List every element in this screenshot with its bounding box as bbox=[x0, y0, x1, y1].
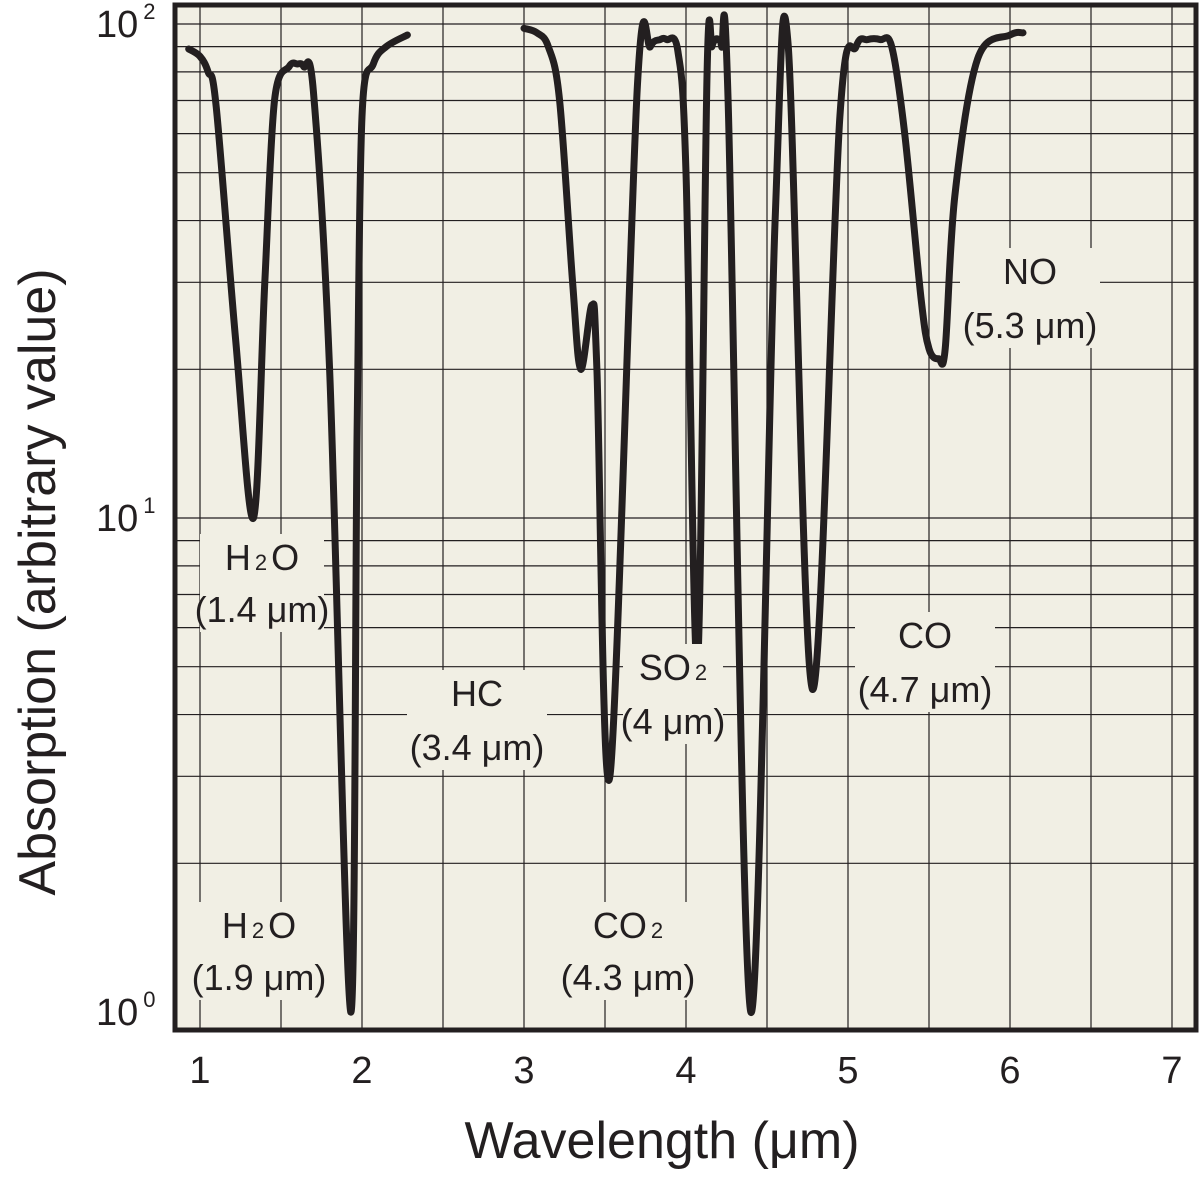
annotation-4: SO 2 (4 μm) bbox=[621, 644, 726, 744]
absorption-series-line-2 bbox=[520, 11, 1027, 1016]
annotation-background bbox=[623, 644, 723, 744]
annotation-wavelength: (3.4 μm) bbox=[410, 727, 545, 768]
annotation-label-subscript: 2 bbox=[255, 550, 267, 575]
annotation-background bbox=[200, 534, 324, 632]
absorption-series-line-1 bbox=[185, 31, 411, 1016]
annotation-background bbox=[197, 902, 321, 1000]
x-tick-label: 3 bbox=[513, 1050, 534, 1092]
annotation-label-main: CO bbox=[593, 905, 647, 946]
plot-frame bbox=[172, 2, 1199, 1033]
annotation-label-subscript: 2 bbox=[252, 918, 264, 943]
y-tick-label: 10 1 bbox=[96, 493, 156, 540]
annotation-background bbox=[558, 902, 698, 1000]
y-tick-label: 10 0 bbox=[96, 987, 156, 1034]
x-axis-ticks: 1 2 3 4 5 6 7 bbox=[189, 1050, 1182, 1092]
annotation-2: H 2 O (1.9 μm) bbox=[192, 902, 327, 1000]
annotation-label-main: CO bbox=[898, 615, 952, 656]
y-tick-base: 10 bbox=[96, 498, 138, 540]
annotation-wavelength: (4.7 μm) bbox=[858, 669, 993, 710]
x-tick-label: 5 bbox=[837, 1050, 858, 1092]
x-tick-label: 4 bbox=[675, 1050, 696, 1092]
x-tick-label: 1 bbox=[189, 1050, 210, 1092]
annotation-label-main: NO bbox=[1003, 251, 1057, 292]
x-tick-label: 7 bbox=[1161, 1050, 1182, 1092]
annotation-label-main: H bbox=[222, 905, 248, 946]
annotation-5: CO 2 (4.3 μm) bbox=[558, 902, 698, 1000]
annotation-1: H 2 O (1.4 μm) bbox=[195, 534, 330, 632]
x-tick-label: 6 bbox=[999, 1050, 1020, 1092]
annotation-label-tail: O bbox=[268, 905, 296, 946]
y-tick-base: 10 bbox=[96, 4, 138, 46]
annotation-6: CO (4.7 μm) bbox=[855, 612, 995, 712]
x-axis-title: Wavelength (μm) bbox=[464, 1112, 859, 1170]
x-tick-label: 2 bbox=[351, 1050, 372, 1092]
annotation-wavelength: (4 μm) bbox=[621, 701, 726, 742]
annotation-label-tail: O bbox=[271, 537, 299, 578]
annotation-label-main: HC bbox=[451, 673, 503, 714]
series-layer bbox=[185, 11, 1027, 1016]
annotation-label: NO bbox=[1003, 251, 1057, 292]
annotation-label: CO 2 bbox=[593, 905, 663, 946]
annotation-label-subscript: 2 bbox=[695, 660, 707, 685]
annotation-background bbox=[855, 612, 995, 712]
annotation-layer: H 2 O(1.4 μm)H 2 O(1.9 μm)HC(3.4 μm)SO 2(4 μm… bbox=[192, 248, 1100, 1000]
annotation-7: NO (5.3 μm) bbox=[960, 248, 1100, 348]
annotation-background bbox=[407, 670, 547, 770]
annotation-label: HC bbox=[451, 673, 503, 714]
annotation-background bbox=[960, 248, 1100, 348]
annotation-wavelength: (4.3 μm) bbox=[561, 957, 696, 998]
annotation-wavelength: (5.3 μm) bbox=[963, 305, 1098, 346]
annotation-wavelength: (1.4 μm) bbox=[195, 589, 330, 630]
annotation-label: SO 2 bbox=[639, 647, 707, 688]
y-tick-label: 10 2 bbox=[96, 0, 156, 46]
annotation-label-main: H bbox=[225, 537, 251, 578]
y-tick-exponent: 2 bbox=[143, 0, 155, 24]
y-tick-exponent: 0 bbox=[143, 987, 155, 1012]
y-tick-exponent: 1 bbox=[143, 493, 155, 518]
annotation-wavelength: (1.9 μm) bbox=[192, 957, 327, 998]
annotation-label-main: SO bbox=[639, 647, 691, 688]
y-axis-title: Absorption (arbitrary value) bbox=[9, 268, 67, 895]
annotation-label-subscript: 2 bbox=[651, 918, 663, 943]
y-tick-base: 10 bbox=[96, 992, 138, 1034]
annotation-3: HC (3.4 μm) bbox=[407, 670, 547, 770]
annotation-label: CO bbox=[898, 615, 952, 656]
